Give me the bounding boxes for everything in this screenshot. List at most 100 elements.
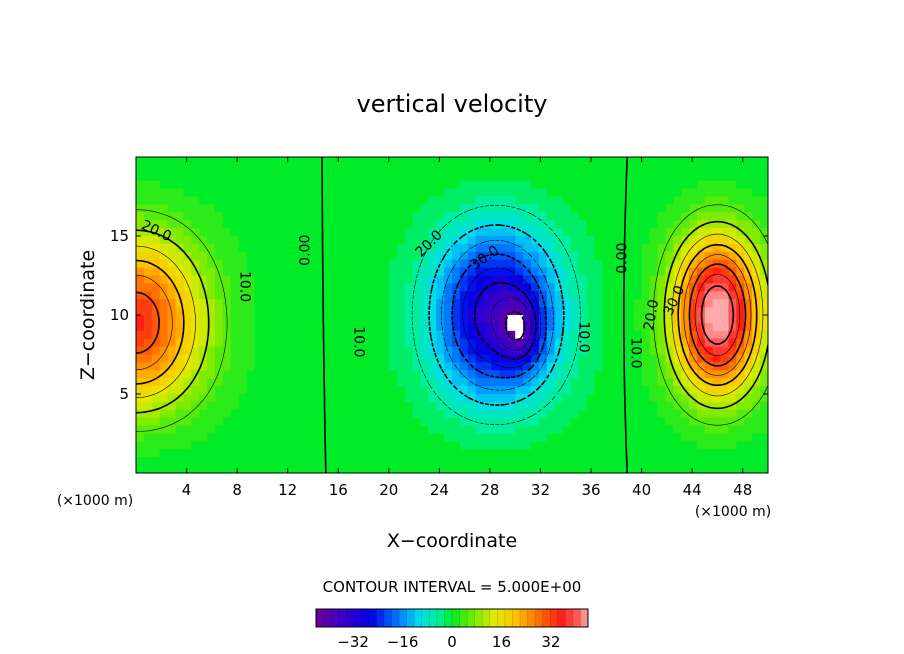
heatmap-cell	[752, 196, 761, 205]
heatmap-cell	[696, 259, 706, 269]
heatmap-cell	[167, 457, 177, 466]
heatmap-cell	[420, 164, 429, 174]
heatmap-cell	[294, 465, 303, 473]
heatmap-cell	[325, 441, 335, 450]
heatmap-cell	[412, 259, 421, 269]
heatmap-cell	[309, 378, 319, 387]
heatmap-cell	[444, 188, 453, 198]
heatmap-cell	[673, 322, 682, 332]
heatmap-cell	[467, 267, 477, 277]
colorbar-swatch	[316, 609, 324, 627]
heatmap-cell	[404, 251, 414, 261]
heatmap-cell	[420, 362, 429, 371]
heatmap-cell	[294, 338, 303, 348]
heatmap-cell	[720, 346, 730, 356]
heatmap-cell	[459, 362, 469, 371]
heatmap-cell	[151, 251, 161, 261]
heatmap-cell	[689, 441, 698, 450]
heatmap-cell	[531, 307, 540, 316]
heatmap-cell	[380, 307, 390, 316]
heatmap-cell	[222, 417, 232, 427]
heatmap-cell	[657, 465, 666, 473]
heatmap-cell	[602, 291, 611, 300]
heatmap-cell	[167, 378, 177, 387]
heatmap-cell	[380, 275, 390, 284]
heatmap-cell	[744, 330, 753, 340]
heatmap-cell	[483, 220, 493, 229]
heatmap-cell	[309, 243, 319, 253]
heatmap-cell	[752, 409, 761, 419]
heatmap-cell	[270, 315, 279, 324]
heatmap-cell	[436, 220, 445, 229]
heatmap-cell	[633, 362, 643, 371]
heatmap-cell	[594, 409, 603, 419]
heatmap-cell	[625, 180, 635, 190]
heatmap-cell	[325, 417, 335, 427]
heatmap-cell	[689, 188, 698, 198]
heatmap-cell	[665, 164, 674, 174]
heatmap-cell	[412, 172, 421, 182]
heatmap-cell	[562, 204, 572, 213]
heatmap-cell	[554, 228, 564, 237]
heatmap-cell	[538, 275, 548, 284]
heatmap-cell	[538, 251, 548, 261]
heatmap-cell	[681, 394, 690, 403]
heatmap-cell	[278, 425, 287, 435]
heatmap-cell	[444, 401, 453, 411]
heatmap-cell	[459, 307, 469, 316]
heatmap-cell	[183, 220, 192, 229]
heatmap-cell	[246, 259, 256, 269]
heatmap-cell	[365, 315, 374, 324]
heatmap-cell	[720, 354, 730, 363]
heatmap-cell	[459, 204, 469, 213]
heatmap-cell	[301, 315, 311, 324]
heatmap-cell	[388, 346, 398, 356]
heatmap-cell	[744, 275, 753, 284]
contour-line	[451, 253, 548, 379]
heatmap-cell	[704, 275, 714, 284]
heatmap-cell	[357, 322, 366, 332]
heatmap-cell	[610, 370, 619, 379]
heatmap-cell	[199, 330, 208, 340]
heatmap-cell	[538, 362, 548, 371]
contour-line	[694, 274, 741, 356]
heatmap-cell	[507, 378, 516, 387]
heatmap-cell	[191, 346, 200, 356]
heatmap-cell	[483, 228, 493, 237]
heatmap-cell	[523, 330, 532, 340]
heatmap-cell	[546, 164, 556, 174]
heatmap-cell	[294, 157, 303, 166]
heatmap-cell	[657, 220, 666, 229]
heatmap-cell	[357, 417, 366, 427]
heatmap-cell	[578, 457, 587, 466]
heatmap-cell	[151, 401, 161, 411]
heatmap-cell	[412, 283, 421, 292]
heatmap-cell	[388, 433, 398, 442]
heatmap-cell	[744, 259, 753, 269]
heatmap-cell	[230, 315, 240, 324]
heatmap-cell	[633, 307, 643, 316]
heatmap-cell	[286, 188, 295, 198]
heatmap-cell	[199, 243, 208, 253]
heatmap-cell	[183, 188, 192, 198]
heatmap-cell	[617, 204, 627, 213]
heatmap-cell	[649, 449, 658, 458]
heatmap-cell	[649, 251, 658, 261]
heatmap-cell	[222, 299, 232, 308]
heatmap-cell	[760, 370, 768, 379]
heatmap-cell	[625, 354, 635, 363]
heatmap-cell	[420, 330, 429, 340]
heatmap-cell	[712, 441, 722, 450]
heatmap-cell	[570, 417, 579, 427]
heatmap-cell	[404, 267, 414, 277]
heatmap-cell	[649, 180, 658, 190]
heatmap-cell	[444, 433, 453, 442]
heatmap-cell	[665, 251, 674, 261]
x-tick-label: 36	[581, 481, 600, 499]
heatmap-cell	[452, 322, 461, 332]
heatmap-cell	[673, 417, 682, 427]
heatmap-cell	[696, 267, 706, 277]
colorbar-swatch	[572, 609, 581, 627]
heatmap-cell	[357, 164, 366, 174]
